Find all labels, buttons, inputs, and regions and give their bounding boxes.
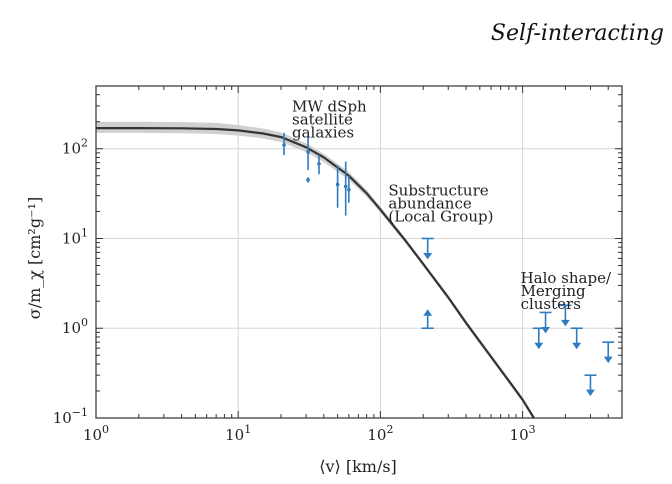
limit-arrowhead bbox=[424, 310, 431, 315]
tick-base: 10 bbox=[62, 319, 81, 337]
y-axis-label: σ/m_χ [cm²g⁻¹] bbox=[25, 197, 44, 319]
upper-limit bbox=[602, 342, 614, 362]
best-fit-line bbox=[96, 128, 534, 418]
limit-arrowhead bbox=[535, 343, 542, 348]
limit-arrowhead bbox=[542, 327, 549, 332]
plot-frame bbox=[96, 86, 622, 418]
annotation-line: clusters bbox=[521, 295, 581, 313]
tick-exponent: 2 bbox=[386, 423, 393, 436]
data-point bbox=[306, 150, 310, 154]
data-point bbox=[282, 143, 286, 147]
annotation-line: galaxies bbox=[292, 123, 354, 141]
data-point bbox=[344, 185, 348, 189]
header-title: Self-interacting bbox=[491, 21, 664, 46]
limit-arrowhead bbox=[573, 343, 580, 348]
upper-limit bbox=[584, 375, 596, 395]
upper-limit bbox=[533, 328, 545, 348]
tick-base: 10 bbox=[53, 409, 72, 427]
y-tick-label: 102 bbox=[62, 137, 88, 158]
x-axis-label: ⟨v⟩ [km/s] bbox=[319, 457, 397, 476]
error-bar bbox=[306, 177, 310, 182]
grid bbox=[96, 86, 622, 418]
tick-exponent: −1 bbox=[72, 406, 88, 419]
limit-arrowhead bbox=[562, 320, 569, 325]
data-point bbox=[347, 188, 351, 192]
uncertainty-band bbox=[96, 122, 534, 421]
y-tick-label: 10−1 bbox=[53, 406, 88, 427]
tick-exponent: 3 bbox=[529, 423, 536, 436]
upper-limit bbox=[540, 312, 552, 332]
data-point bbox=[306, 178, 310, 182]
data-point bbox=[336, 183, 340, 187]
x-tick-label: 101 bbox=[225, 423, 251, 444]
tick-base: 10 bbox=[62, 140, 81, 158]
y-tick-label: 100 bbox=[62, 316, 88, 337]
curve-band bbox=[96, 122, 534, 421]
annotations: MW dSph satellite galaxies Substructure abun… bbox=[292, 97, 612, 312]
annotation: Halo shape/Merging clusters bbox=[521, 269, 612, 313]
tick-exponent: 0 bbox=[102, 423, 109, 436]
annotation-line: (Local Group) bbox=[388, 208, 493, 226]
annotation: Substructure abundance (Local Group) bbox=[388, 182, 493, 226]
x-tick-label: 100 bbox=[83, 423, 109, 444]
axes bbox=[96, 86, 622, 418]
tick-exponent: 1 bbox=[81, 226, 88, 239]
y-tick-label: 101 bbox=[62, 226, 88, 247]
upper-limit bbox=[571, 328, 583, 348]
tick-base: 10 bbox=[367, 426, 386, 444]
limit-arrowhead bbox=[424, 253, 431, 258]
x-tick-label: 103 bbox=[510, 423, 536, 444]
limit-arrowhead bbox=[605, 357, 612, 362]
tick-base: 10 bbox=[62, 229, 81, 247]
tick-exponent: 0 bbox=[81, 316, 88, 329]
curve bbox=[96, 128, 534, 418]
limit-arrowhead bbox=[587, 390, 594, 395]
annotation: MW dSph satellite galaxies bbox=[292, 97, 367, 141]
x-tick-label: 102 bbox=[367, 423, 393, 444]
lower-limit bbox=[422, 310, 434, 328]
data-point bbox=[317, 162, 321, 166]
data-points bbox=[282, 133, 614, 395]
upper-limit bbox=[422, 238, 434, 258]
tick-base: 10 bbox=[225, 426, 244, 444]
tick-exponent: 1 bbox=[244, 423, 251, 436]
tick-exponent: 2 bbox=[81, 137, 88, 150]
tick-base: 10 bbox=[83, 426, 102, 444]
tick-base: 10 bbox=[510, 426, 529, 444]
